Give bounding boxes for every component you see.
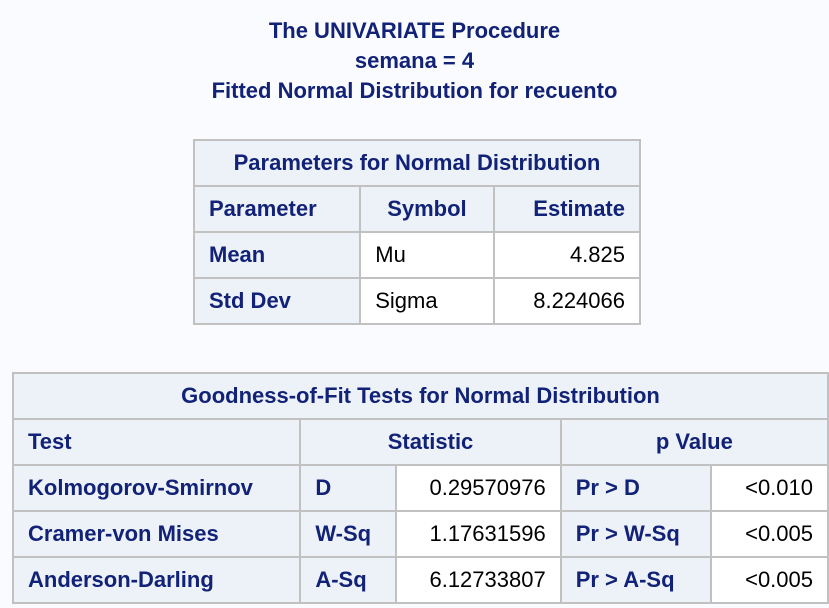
goodness-of-fit-table: Goodness-of-Fit Tests for Normal Distrib… — [11, 372, 829, 604]
column-header-symbol: Symbol — [359, 185, 495, 233]
column-header-parameter: Parameter — [192, 185, 362, 233]
row-header-parameter: Std Dev — [192, 277, 362, 325]
p-value-cell: <0.005 — [710, 556, 829, 604]
parameters-table: Parameters for Normal Distribution Param… — [192, 139, 642, 325]
p-label-cell: Pr > A-Sq — [559, 556, 713, 604]
table-row: Cramer-von Mises W-Sq 1.17631596 Pr > W-… — [11, 510, 829, 558]
table-row: Mean Mu 4.825 — [192, 231, 642, 279]
table-row: Kolmogorov-Smirnov D 0.29570976 Pr > D <… — [11, 464, 829, 512]
by-group-title: semana = 4 — [354, 48, 475, 73]
column-header-p-value: p Value — [559, 418, 829, 466]
row-header-test: Anderson-Darling — [11, 556, 302, 604]
statistic-name-cell: A-Sq — [299, 556, 398, 604]
gof-table-caption: Goodness-of-Fit Tests for Normal Distrib… — [12, 372, 829, 420]
table-row: Std Dev Sigma 8.224066 — [192, 277, 642, 325]
symbol-cell: Sigma — [359, 277, 495, 325]
p-label-cell: Pr > W-Sq — [559, 510, 713, 558]
p-value-cell: <0.010 — [710, 464, 829, 512]
row-header-parameter: Mean — [192, 231, 362, 279]
column-header-test: Test — [11, 418, 302, 466]
estimate-cell: 4.825 — [492, 231, 642, 279]
table-row: Anderson-Darling A-Sq 6.12733807 Pr > A-… — [11, 556, 829, 604]
statistic-value-cell: 6.12733807 — [395, 556, 562, 604]
statistic-name-cell: D — [299, 464, 398, 512]
procedure-titles: The UNIVARIATE Procedure semana = 4 Fitt… — [0, 16, 829, 106]
estimate-cell: 8.224066 — [492, 277, 642, 325]
procedure-title: The UNIVARIATE Procedure — [268, 18, 561, 43]
column-header-estimate: Estimate — [492, 185, 642, 233]
statistic-value-cell: 1.17631596 — [395, 510, 562, 558]
symbol-cell: Mu — [359, 231, 495, 279]
p-value-cell: <0.005 — [710, 510, 829, 558]
p-label-cell: Pr > D — [559, 464, 713, 512]
parameters-table-caption: Parameters for Normal Distribution — [193, 139, 641, 187]
row-header-test: Cramer-von Mises — [11, 510, 302, 558]
statistic-value-cell: 0.29570976 — [395, 464, 562, 512]
row-header-test: Kolmogorov-Smirnov — [11, 464, 302, 512]
fitted-distribution-title: Fitted Normal Distribution for recuento — [211, 78, 618, 103]
column-header-statistic: Statistic — [299, 418, 562, 466]
statistic-name-cell: W-Sq — [299, 510, 398, 558]
